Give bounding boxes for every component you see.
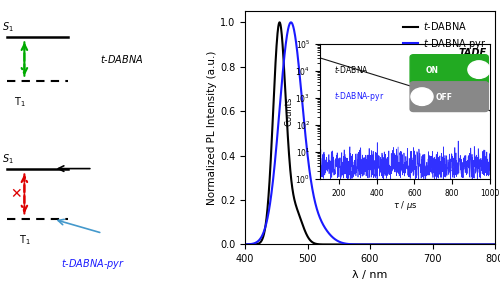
Text: $S_1$: $S_1$ [2,152,14,166]
Text: T$_1$: T$_1$ [14,96,26,109]
$t$-DABNA [276,21,282,24]
$t$-DABNA [242,243,248,246]
$t$-DABNA [268,162,274,166]
$t$-DABNA [437,243,443,246]
X-axis label: λ / nm: λ / nm [352,270,388,280]
$t$-DABNA-pyr [437,243,443,246]
Text: $S_1$: $S_1$ [2,20,14,34]
Legend: $t$-DABNA, $t$-DABNA-pyr: $t$-DABNA, $t$-DABNA-pyr [399,16,490,55]
$t$-DABNA [414,243,420,246]
$t$-DABNA [352,243,358,246]
$t$-DABNA [344,243,349,246]
Line: $t$-DABNA: $t$-DABNA [245,22,495,244]
$t$-DABNA-pyr [492,243,498,246]
$t$-DABNA-pyr [288,21,294,24]
$t$-DABNA-pyr [344,242,349,245]
Line: $t$-DABNA-pyr: $t$-DABNA-pyr [245,22,495,244]
$t$-DABNA [492,243,498,246]
Text: ✕: ✕ [10,187,22,201]
$t$-DABNA [442,243,448,246]
Y-axis label: Normalized PL Intensity (a.u.): Normalized PL Intensity (a.u.) [207,51,217,205]
Text: $t$-DABNA: $t$-DABNA [100,53,144,65]
$t$-DABNA-pyr [352,243,358,246]
$t$-DABNA-pyr [242,243,248,246]
Text: T$_1$: T$_1$ [18,233,30,247]
$t$-DABNA-pyr [414,243,420,246]
Text: $t$-DABNA-pyr: $t$-DABNA-pyr [60,257,125,271]
$t$-DABNA-pyr [268,198,274,202]
$t$-DABNA-pyr [442,243,448,246]
